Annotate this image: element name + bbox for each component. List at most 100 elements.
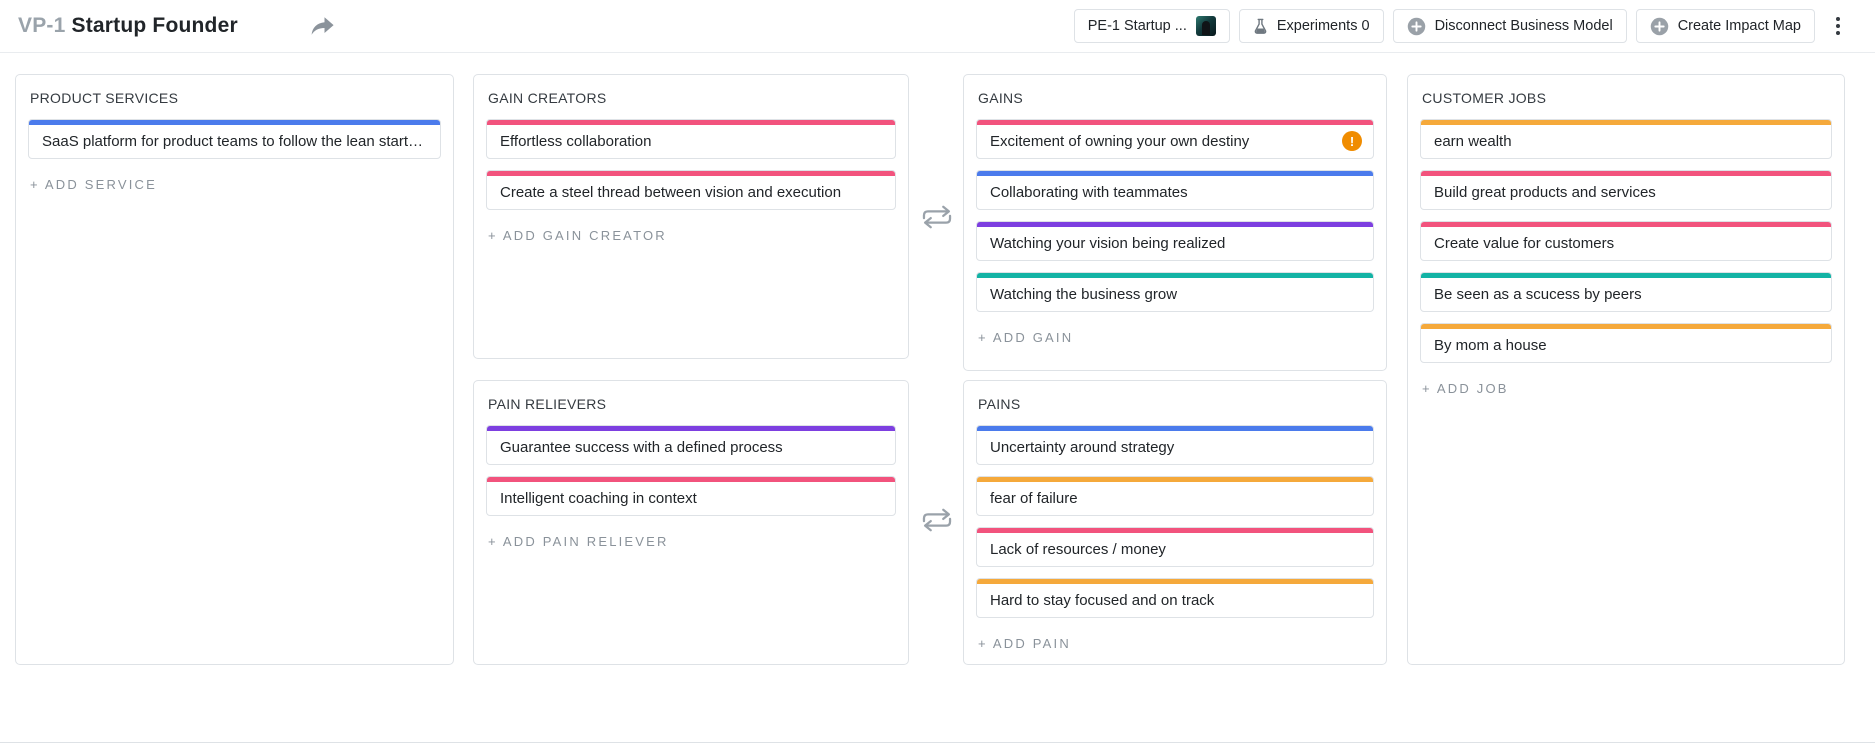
card-job[interactable]: Build great products and services	[1420, 170, 1832, 210]
add-gain-button[interactable]: + ADD GAIN	[978, 330, 1074, 345]
card-accent	[977, 273, 1373, 278]
card-pain[interactable]: fear of failure	[976, 476, 1374, 516]
card-accent	[29, 120, 440, 125]
card-pain[interactable]: Uncertainty around strategy	[976, 425, 1374, 465]
card-pain-reliever[interactable]: Guarantee success with a defined process	[486, 425, 896, 465]
card-gain-creator[interactable]: Effortless collaboration	[486, 119, 896, 159]
share-arrow-icon	[311, 16, 334, 35]
canvas-name: Startup Founder	[71, 14, 238, 37]
header: VP-1 Startup Founder PE-1 Startup ... Exp…	[0, 0, 1875, 53]
card-gain[interactable]: Collaborating with teammates	[976, 170, 1374, 210]
card-accent	[487, 426, 895, 431]
card-gain[interactable]: Watching your vision being realized	[976, 221, 1374, 261]
card-text: Intelligent coaching in context	[500, 490, 697, 507]
card-pain[interactable]: Lack of resources / money	[976, 527, 1374, 567]
card-list: Excitement of owning your own destiny ! …	[964, 119, 1386, 312]
card-service[interactable]: SaaS platform for product teams to follo…	[28, 119, 441, 159]
panel-title: GAINS	[978, 90, 1024, 106]
card-job[interactable]: earn wealth	[1420, 119, 1832, 159]
disconnect-business-model-button[interactable]: Disconnect Business Model	[1392, 9, 1627, 43]
panel-gains: GAINS Excitement of owning your own dest…	[963, 74, 1387, 371]
card-list: Uncertainty around strategy fear of fail…	[964, 425, 1386, 618]
card-job[interactable]: Create value for customers	[1420, 221, 1832, 261]
card-accent	[977, 426, 1373, 431]
flask-icon	[1254, 18, 1267, 34]
card-text: Hard to stay focused and on track	[990, 592, 1215, 609]
create-impact-map-label: Create Impact Map	[1677, 18, 1801, 34]
card-list: earn wealth Build great products and ser…	[1408, 119, 1844, 363]
more-menu-button[interactable]	[1827, 12, 1849, 40]
card-accent	[1421, 273, 1831, 278]
card-accent	[977, 171, 1373, 176]
card-accent	[1421, 222, 1831, 227]
persona-avatar	[1195, 16, 1216, 36]
card-text: earn wealth	[1434, 133, 1512, 150]
card-accent	[977, 528, 1373, 533]
card-text: Watching the business grow	[990, 286, 1178, 303]
add-pain-reliever-button[interactable]: + ADD PAIN RELIEVER	[488, 534, 669, 549]
panel-title: PAIN RELIEVERS	[488, 396, 607, 412]
panel-title: PAINS	[978, 396, 1021, 412]
page-title: VP-1 Startup Founder	[18, 14, 238, 38]
card-accent	[487, 120, 895, 125]
card-text: Effortless collaboration	[500, 133, 652, 150]
card-text: Create value for customers	[1434, 235, 1615, 252]
card-text: Collaborating with teammates	[990, 184, 1188, 201]
card-text: Lack of resources / money	[990, 541, 1166, 558]
experiments-button-label: Experiments 0	[1276, 18, 1370, 34]
card-text: Build great products and services	[1434, 184, 1656, 201]
card-accent	[487, 171, 895, 176]
panel-title: CUSTOMER JOBS	[1422, 90, 1547, 106]
experiments-button[interactable]: Experiments 0	[1238, 9, 1384, 43]
card-list: SaaS platform for product teams to follo…	[16, 119, 453, 159]
add-service-button[interactable]: + ADD SERVICE	[30, 177, 157, 192]
card-text: Be seen as a scucess by peers	[1434, 286, 1642, 303]
card-accent	[977, 120, 1373, 125]
create-impact-map-button[interactable]: Create Impact Map	[1635, 9, 1815, 43]
panel-product-services: PRODUCT SERVICES SaaS platform for produ…	[15, 74, 454, 665]
add-job-button[interactable]: + ADD JOB	[1422, 381, 1509, 396]
warning-icon[interactable]: !	[1342, 131, 1362, 151]
card-pain[interactable]: Hard to stay focused and on track	[976, 578, 1374, 618]
persona-button[interactable]: PE-1 Startup ...	[1073, 9, 1230, 43]
add-gain-creator-button[interactable]: + ADD GAIN CREATOR	[488, 228, 667, 243]
panel-pains: PAINS Uncertainty around strategy fear o…	[963, 380, 1387, 665]
add-pain-button[interactable]: + ADD PAIN	[978, 636, 1071, 651]
persona-button-label: PE-1 Startup ...	[1087, 18, 1187, 34]
disconnect-business-model-label: Disconnect Business Model	[1434, 18, 1613, 34]
panel-gain-creators: GAIN CREATORS Effortless collaboration C…	[473, 74, 909, 359]
card-text: fear of failure	[990, 490, 1078, 507]
card-text: Uncertainty around strategy	[990, 439, 1175, 456]
card-text: By mom a house	[1434, 337, 1547, 354]
plus-circle-icon	[1407, 17, 1425, 35]
card-list: Guarantee success with a defined process…	[474, 425, 908, 516]
card-accent	[977, 579, 1373, 584]
card-text: Create a steel thread between vision and…	[500, 184, 842, 201]
share-button[interactable]	[310, 16, 335, 37]
panel-pain-relievers: PAIN RELIEVERS Guarantee success with a …	[473, 380, 909, 665]
card-text: Excitement of owning your own destiny	[990, 133, 1250, 150]
header-actions: PE-1 Startup ... Experiments 0 Disconnec…	[1073, 9, 1849, 43]
card-accent	[1421, 171, 1831, 176]
swap-arrows-icon	[920, 507, 954, 533]
card-accent	[1421, 120, 1831, 125]
card-text: Guarantee success with a defined process	[500, 439, 783, 456]
card-job[interactable]: Be seen as a scucess by peers	[1420, 272, 1832, 312]
card-gain[interactable]: Watching the business grow	[976, 272, 1374, 312]
card-accent	[977, 222, 1373, 227]
card-accent	[487, 477, 895, 482]
card-accent	[1421, 324, 1831, 329]
bottom-divider	[0, 742, 1875, 743]
swap-arrows-icon	[920, 204, 954, 230]
card-gain[interactable]: Excitement of owning your own destiny !	[976, 119, 1374, 159]
panel-title: PRODUCT SERVICES	[30, 90, 179, 106]
card-text: SaaS platform for product teams to follo…	[42, 133, 440, 150]
card-job[interactable]: By mom a house	[1420, 323, 1832, 363]
card-list: Effortless collaboration Create a steel …	[474, 119, 908, 210]
card-gain-creator[interactable]: Create a steel thread between vision and…	[486, 170, 896, 210]
card-pain-reliever[interactable]: Intelligent coaching in context	[486, 476, 896, 516]
card-accent	[977, 477, 1373, 482]
plus-circle-icon	[1650, 17, 1668, 35]
canvas-id-label: VP-1	[18, 14, 66, 37]
panel-customer-jobs: CUSTOMER JOBS earn wealth Build great pr…	[1407, 74, 1845, 665]
